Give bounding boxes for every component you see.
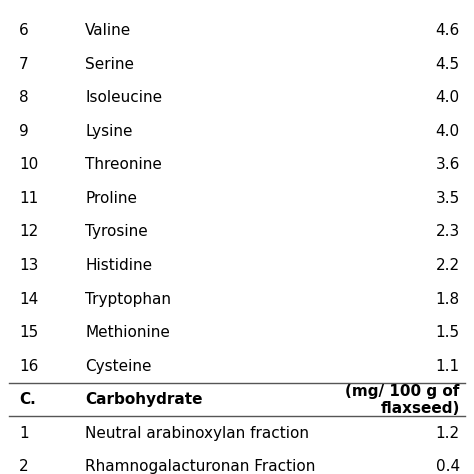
Text: 1.5: 1.5	[436, 325, 460, 340]
Text: C.: C.	[19, 392, 36, 407]
Text: 8: 8	[19, 91, 28, 105]
Text: Carbohydrate: Carbohydrate	[85, 392, 203, 407]
Text: (mg/ 100 g of: (mg/ 100 g of	[346, 384, 460, 399]
Text: Valine: Valine	[85, 23, 132, 38]
Text: 3.6: 3.6	[436, 157, 460, 173]
Text: 4.6: 4.6	[436, 23, 460, 38]
Text: 4.0: 4.0	[436, 124, 460, 139]
Text: 16: 16	[19, 359, 38, 374]
Text: Lysine: Lysine	[85, 124, 133, 139]
Text: 4.5: 4.5	[436, 57, 460, 72]
Text: Tryptophan: Tryptophan	[85, 292, 171, 307]
Text: 0.4: 0.4	[436, 459, 460, 474]
Text: 14: 14	[19, 292, 38, 307]
Text: 3.5: 3.5	[436, 191, 460, 206]
Text: 7: 7	[19, 57, 28, 72]
Text: 1: 1	[19, 426, 28, 441]
Text: Serine: Serine	[85, 57, 134, 72]
Text: Rhamnogalacturonan Fraction: Rhamnogalacturonan Fraction	[85, 459, 316, 474]
Text: Proline: Proline	[85, 191, 137, 206]
Text: 12: 12	[19, 225, 38, 239]
Text: 2: 2	[19, 459, 28, 474]
Text: 11: 11	[19, 191, 38, 206]
Text: flaxseed): flaxseed)	[381, 401, 460, 416]
Text: Neutral arabinoxylan fraction: Neutral arabinoxylan fraction	[85, 426, 310, 441]
Text: 1.8: 1.8	[436, 292, 460, 307]
Text: 1.2: 1.2	[436, 426, 460, 441]
Text: 15: 15	[19, 325, 38, 340]
Text: Cysteine: Cysteine	[85, 359, 152, 374]
Text: 2.2: 2.2	[436, 258, 460, 273]
Text: Tyrosine: Tyrosine	[85, 225, 148, 239]
Text: 4.0: 4.0	[436, 91, 460, 105]
Text: 1.1: 1.1	[436, 359, 460, 374]
Text: Isoleucine: Isoleucine	[85, 91, 163, 105]
Text: 2.3: 2.3	[436, 225, 460, 239]
Text: Threonine: Threonine	[85, 157, 162, 173]
Text: 9: 9	[19, 124, 29, 139]
Text: Methionine: Methionine	[85, 325, 170, 340]
Text: 6: 6	[19, 23, 29, 38]
Text: 10: 10	[19, 157, 38, 173]
Text: Histidine: Histidine	[85, 258, 153, 273]
Text: 13: 13	[19, 258, 38, 273]
